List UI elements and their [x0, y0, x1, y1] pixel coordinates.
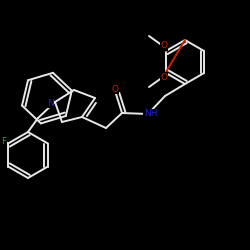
Text: N: N [46, 98, 54, 108]
Text: F: F [2, 138, 6, 146]
Text: O: O [160, 72, 168, 82]
Text: O: O [112, 84, 118, 94]
Text: O: O [160, 42, 168, 50]
Text: NH: NH [144, 110, 158, 118]
